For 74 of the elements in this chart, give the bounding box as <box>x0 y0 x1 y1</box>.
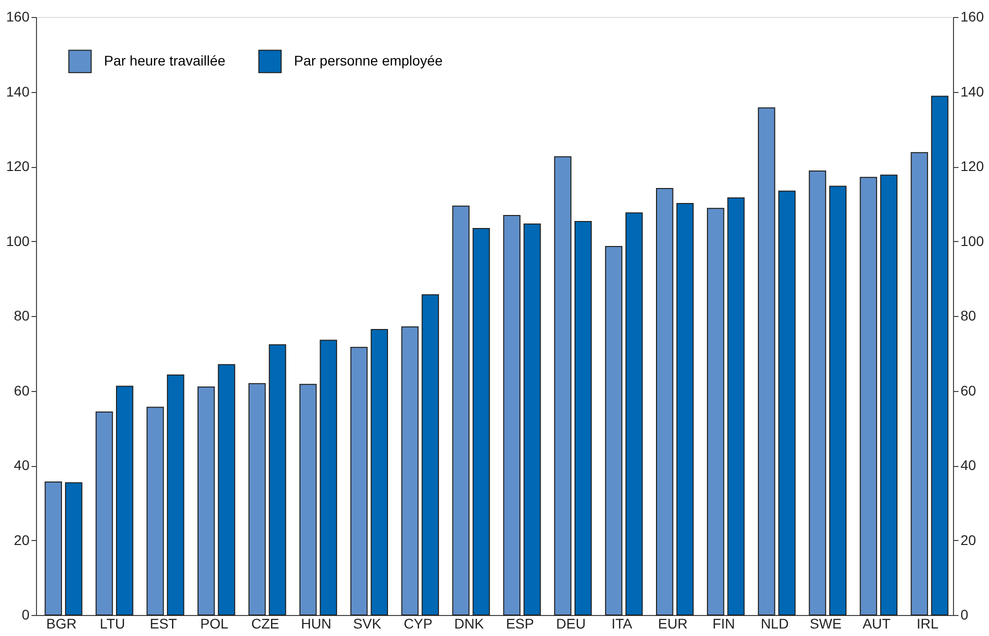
x-tick-label: NLD <box>760 616 789 632</box>
bar <box>146 406 164 616</box>
bar <box>422 294 439 616</box>
bar <box>350 346 368 616</box>
y2-tick-label: 60 <box>960 382 976 398</box>
y2-tick-label: 160 <box>960 8 984 24</box>
x-tick-label: ITA <box>611 616 633 632</box>
x-tick-label: IRL <box>916 616 939 632</box>
legend-label: Par heure travaillée <box>104 52 226 68</box>
bar <box>758 107 776 616</box>
x-tick-label: EUR <box>658 616 688 632</box>
bar <box>96 412 113 616</box>
bar <box>524 224 541 616</box>
bar <box>605 246 622 616</box>
x-tick-label: FIN <box>712 616 736 632</box>
bar <box>554 156 572 616</box>
x-tick-label: DNK <box>454 616 484 632</box>
bar <box>116 386 134 616</box>
y-tick-label: 20 <box>14 532 30 548</box>
y-tick-label: 60 <box>14 382 30 398</box>
y2-tick-label: 140 <box>960 83 984 100</box>
bar <box>198 386 215 616</box>
y2-tick-label: 120 <box>960 158 984 174</box>
bar <box>320 340 338 616</box>
y-tick-label: 100 <box>6 232 30 249</box>
x-tick-label: DEU <box>556 616 586 632</box>
bar <box>931 96 948 616</box>
bar <box>808 170 826 616</box>
bar <box>706 208 724 616</box>
bar <box>401 326 419 616</box>
bar <box>370 328 388 616</box>
bar <box>44 481 62 616</box>
bar <box>829 186 847 616</box>
bar <box>656 188 674 616</box>
y-tick-label: 80 <box>14 308 30 324</box>
x-tick-label: CYP <box>404 616 432 632</box>
y2-tick-label: 40 <box>960 457 976 473</box>
bar <box>778 190 796 616</box>
y-tick-label: 0 <box>22 606 30 622</box>
bar <box>268 344 286 616</box>
y-tick-label: 160 <box>6 8 30 24</box>
y2-tick-label: 100 <box>960 232 984 249</box>
x-tick-label: BGR <box>46 616 77 632</box>
bar <box>503 214 520 616</box>
bar <box>452 206 470 616</box>
x-tick-label: HUN <box>301 616 332 632</box>
bar <box>65 482 82 616</box>
bar <box>574 220 592 616</box>
y-tick-label: 40 <box>14 457 30 473</box>
bar <box>218 364 236 616</box>
y2-tick-label: 80 <box>960 308 976 324</box>
y-tick-label: 140 <box>6 83 30 100</box>
x-tick-label: SWE <box>810 616 842 632</box>
bar <box>910 152 928 616</box>
x-tick-label: CZE <box>251 616 280 632</box>
bar <box>880 174 898 616</box>
y-tick-label: 120 <box>6 158 30 174</box>
x-tick-label: SVK <box>353 616 382 632</box>
x-tick-label: POL <box>200 616 229 632</box>
y2-tick-label: 20 <box>960 532 976 548</box>
bar <box>472 228 490 616</box>
bar <box>166 374 184 616</box>
bar <box>860 176 878 616</box>
x-tick-label: EST <box>150 616 178 632</box>
bar <box>625 212 643 616</box>
x-tick-label: ESP <box>506 616 534 632</box>
x-tick-label: AUT <box>862 616 892 632</box>
bar <box>299 384 317 616</box>
x-tick-label: LTU <box>100 616 126 632</box>
legend-label: Par personne employée <box>294 52 443 68</box>
bar <box>248 383 266 616</box>
bar <box>727 197 745 616</box>
y2-tick-label: 0 <box>960 606 968 622</box>
bar <box>676 203 694 616</box>
